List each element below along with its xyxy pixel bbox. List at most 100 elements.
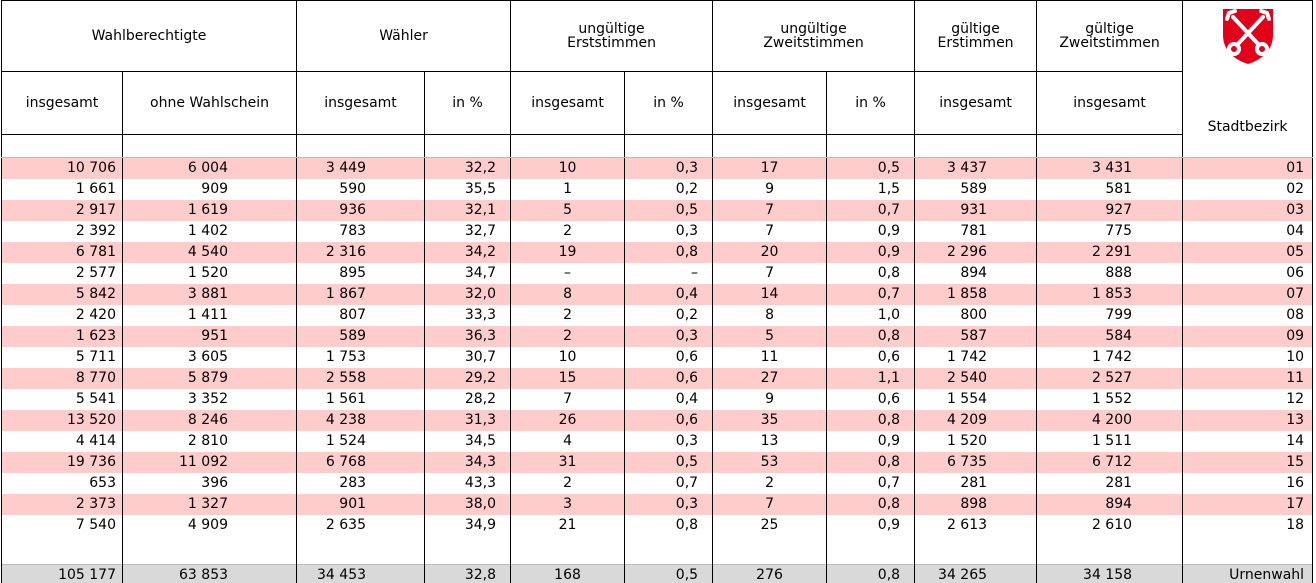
cell: 32,0 [424, 283, 512, 305]
spacer-cell [296, 134, 426, 158]
subheader: insgesamt [712, 70, 828, 135]
cell: 4 200 [1036, 409, 1184, 431]
cell: 7 [712, 262, 828, 284]
data-row: 19 736 11 092 6 768 34,3 31 0,5 53 0,8 6 735 6 71… [1, 451, 1314, 473]
cell: 6 781 [1, 241, 123, 263]
cell: 800 [914, 304, 1038, 326]
cell: 34,5 [424, 430, 512, 452]
subheader: ohne Wahlschein [121, 70, 298, 135]
cell: 0,4 [624, 283, 714, 305]
spacer-cell [624, 535, 714, 564]
cell: 2 420 [1, 304, 123, 326]
cell: 936 [296, 199, 426, 221]
spacer-cell [296, 535, 426, 564]
cell: 1 661 [1, 178, 123, 200]
cell: 26 [510, 409, 626, 431]
cell: 2 [510, 325, 626, 347]
cell: 0,9 [826, 241, 916, 263]
cell: 35,5 [424, 178, 512, 200]
subheader: in % [424, 70, 512, 135]
cell: 1 858 [914, 283, 1038, 305]
cell: 396 [121, 472, 298, 494]
cell: 0,3 [624, 493, 714, 515]
cell: 2 635 [296, 514, 426, 536]
cell: 15 [1182, 451, 1314, 473]
cell: 35 [712, 409, 828, 431]
cell: 10 706 [1, 157, 123, 179]
cell: 2 291 [1036, 241, 1184, 263]
cell: 6 712 [1036, 451, 1184, 473]
data-row: 5 541 3 352 1 561 28,2 7 0,4 9 0,6 1 554 1 552 12 [1, 388, 1314, 410]
cell: 30,7 [424, 346, 512, 368]
data-row: 653 396 283 43,3 2 0,7 2 0,7 281 281 16 [1, 472, 1314, 494]
data-row: 2 917 1 619 936 32,1 5 0,5 7 0,7 931 927 03 [1, 199, 1314, 221]
cell: 931 [914, 199, 1038, 221]
group-header: gültige Erstimmen [914, 0, 1038, 72]
group-header: ungültige Zweitstimmen [712, 0, 916, 72]
cell: 2 373 [1, 493, 123, 515]
cell: 2 577 [1, 262, 123, 284]
cell: 8 770 [1, 367, 123, 389]
total-cell: 34 453 [296, 563, 426, 583]
cell: 11 092 [121, 451, 298, 473]
spacer-cell [624, 134, 714, 158]
cell: 0,6 [624, 367, 714, 389]
cell: 2 558 [296, 367, 426, 389]
spacer-cell [510, 134, 626, 158]
cell: 31 [510, 451, 626, 473]
cell: 13 [1182, 409, 1314, 431]
cell: 0,8 [826, 493, 916, 515]
data-row: 6 781 4 540 2 316 34,2 19 0,8 20 0,9 2 296 2 291 0… [1, 241, 1314, 263]
spacer-cell [121, 134, 298, 158]
cell: 781 [914, 220, 1038, 242]
group-header: ungültige Erststimmen [510, 0, 714, 72]
cell: 7 [712, 493, 828, 515]
cell: 927 [1036, 199, 1184, 221]
cell: 894 [914, 262, 1038, 284]
cell: 1 554 [914, 388, 1038, 410]
data-row: 2 373 1 327 901 38,0 3 0,3 7 0,8 898 894 17 [1, 493, 1314, 515]
cell: 0,5 [624, 451, 714, 473]
cell: 1 511 [1036, 430, 1184, 452]
data-row: 2 420 1 411 807 33,3 2 0,2 8 1,0 800 799 08 [1, 304, 1314, 326]
total-cell: 34 158 [1036, 563, 1184, 583]
cell: 0,9 [826, 514, 916, 536]
cell: 0,8 [826, 325, 916, 347]
cell: 0,9 [826, 430, 916, 452]
subheader: insgesamt [1036, 70, 1184, 135]
cell: 43,3 [424, 472, 512, 494]
cell: 0,7 [826, 283, 916, 305]
cell: 1 742 [914, 346, 1038, 368]
cell: 14 [1182, 430, 1314, 452]
cell: 2 610 [1036, 514, 1184, 536]
cell: 10 [510, 157, 626, 179]
cell: 4 [510, 430, 626, 452]
cell: 2 917 [1, 199, 123, 221]
cell: 0,3 [624, 325, 714, 347]
cell: 0,6 [826, 388, 916, 410]
cell: 1 327 [121, 493, 298, 515]
cell: 27 [712, 367, 828, 389]
cell: 0,9 [826, 220, 916, 242]
data-row: 1 623 951 589 36,3 2 0,3 5 0,8 587 584 09 [1, 325, 1314, 347]
cell: 0,6 [826, 346, 916, 368]
cell: – [510, 262, 626, 284]
data-row: 4 414 2 810 1 524 34,5 4 0,3 13 0,9 1 520 1 511 14 [1, 430, 1314, 452]
cell: 0,7 [826, 199, 916, 221]
cell: 1,0 [826, 304, 916, 326]
subheader: insgesamt [510, 70, 626, 135]
spacer-cell [1036, 134, 1184, 158]
cell: 895 [296, 262, 426, 284]
cell: 13 [712, 430, 828, 452]
cell: 1 520 [914, 430, 1038, 452]
cell: 283 [296, 472, 426, 494]
total-cell: 168 [510, 563, 626, 583]
data-row: 2 392 1 402 783 32,7 2 0,3 7 0,9 781 775 04 [1, 220, 1314, 242]
total-cell: 105 177 [1, 563, 123, 583]
cell: 281 [914, 472, 1038, 494]
cell: 53 [712, 451, 828, 473]
cell: 01 [1182, 157, 1314, 179]
cell: 7 [712, 199, 828, 221]
cell: 17 [712, 157, 828, 179]
